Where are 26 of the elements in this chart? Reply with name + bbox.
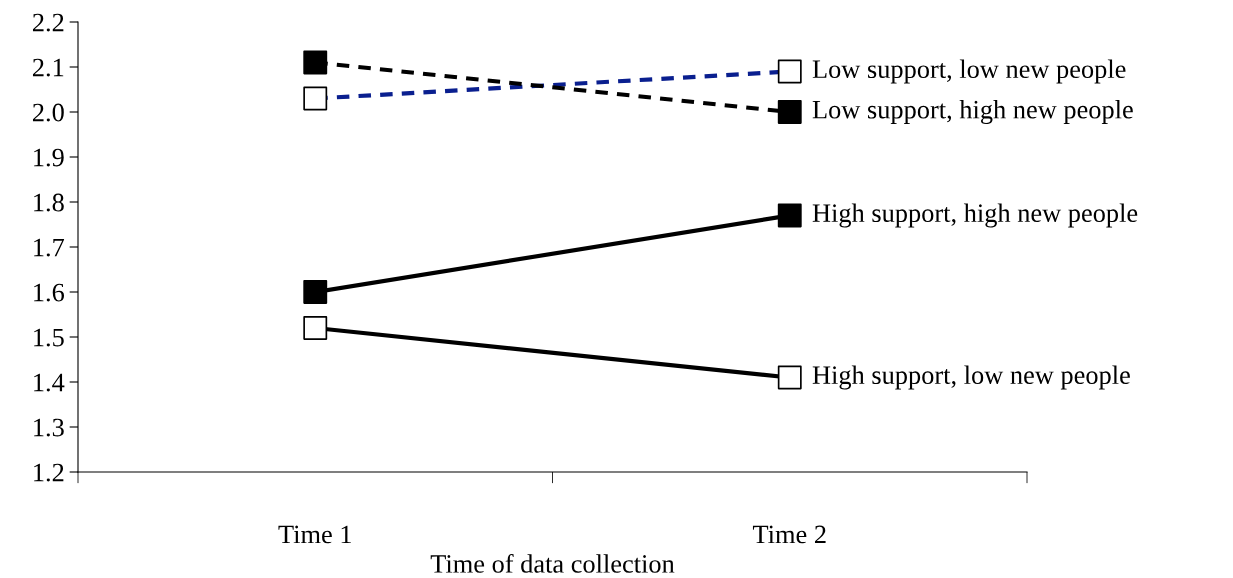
series-label: Low support, high new people [812,100,1133,124]
x-axis-title: Time of data collection [430,554,675,573]
series-label: Low support, low new people [812,59,1126,84]
x-tick-label: Time 2 [752,525,826,544]
series-label: High support, high new people [812,203,1138,228]
point [303,50,328,75]
y-tick-label: 1.3 [34,418,64,437]
series-label: High support, low new people [812,365,1130,390]
y-tick-label: 2.0 [32,103,64,122]
point [777,365,802,390]
y-tick-label: 1.9 [34,148,64,167]
point [303,316,328,340]
point [777,100,802,124]
y-tick-label: 1.5 [34,328,64,347]
y-tick-label: 1.7 [34,238,65,257]
y-tick-label: 2.2 [32,13,64,32]
y-tick-label: 2.1 [32,58,64,77]
point [777,203,802,228]
y-tick-label: 1.6 [34,283,65,302]
point [777,59,802,84]
point [303,86,328,111]
y-tick-label: 1.2 [34,463,64,482]
y-tick-label: 1.8 [34,193,64,212]
point [303,280,328,304]
x-tick-label: Time 1 [278,525,351,544]
y-tick-label: 1.4 [34,373,65,392]
